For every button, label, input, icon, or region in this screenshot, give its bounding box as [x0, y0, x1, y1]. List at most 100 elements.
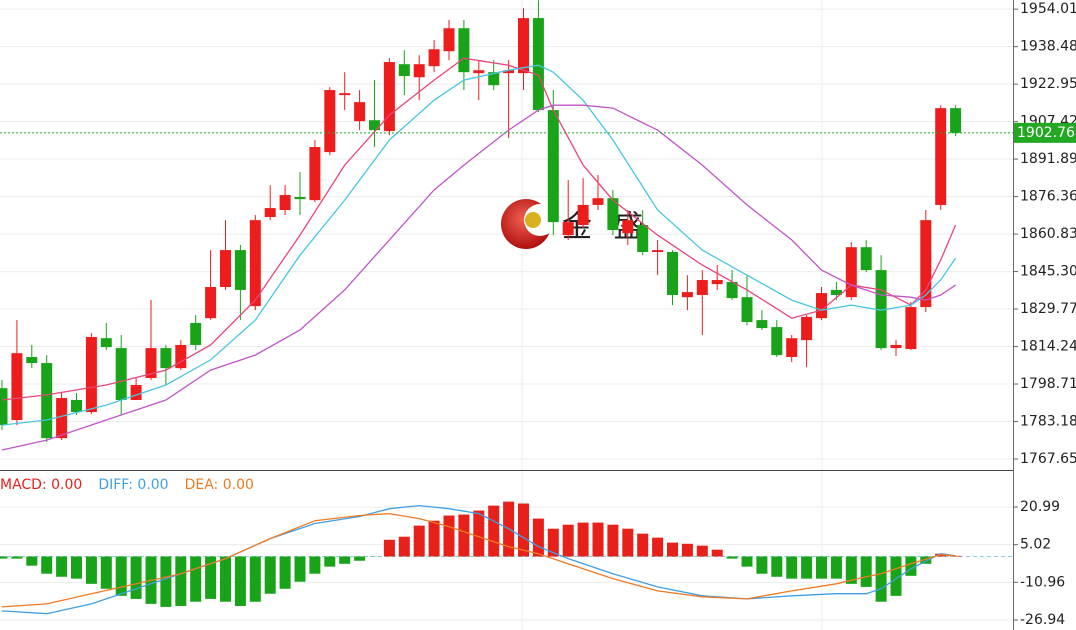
candle-body — [458, 28, 470, 73]
y-tick-label: 1876.36 — [1020, 189, 1076, 205]
y-tick-label: 20.99 — [1020, 499, 1060, 515]
candle-body — [905, 307, 917, 350]
histogram-bar — [354, 556, 366, 561]
histogram-bar — [41, 556, 53, 574]
candle-body — [860, 247, 872, 271]
histogram-bar — [652, 537, 664, 557]
histogram-bar — [547, 528, 559, 557]
moving-average-line — [1, 104, 956, 451]
histogram-bar — [100, 556, 112, 589]
candle-body — [532, 18, 544, 111]
histogram-bar — [473, 510, 485, 557]
y-tick-label: 1922.95 — [1020, 76, 1076, 92]
candle-body — [771, 327, 783, 356]
y-tick-label: 1891.89 — [1020, 151, 1076, 167]
histogram-bar — [175, 556, 187, 606]
candle-body — [875, 270, 887, 349]
histogram-bar — [294, 556, 306, 582]
candle-body — [488, 72, 500, 86]
histogram-bar — [220, 556, 231, 602]
histogram-bar — [711, 549, 723, 557]
histogram-bar — [830, 556, 842, 579]
histogram-bar — [786, 556, 798, 579]
candle-body — [756, 320, 768, 329]
candle-body — [0, 388, 8, 426]
logo — [525, 212, 541, 228]
y-tick-label: 1814.24 — [1020, 339, 1076, 355]
candle-body — [667, 252, 678, 295]
histogram-bar — [801, 556, 813, 579]
candle-body — [577, 204, 589, 225]
legend-entry: DEA: 0.00 — [185, 477, 254, 493]
candle-body — [220, 250, 231, 288]
histogram-bar — [115, 556, 127, 596]
candle-body — [100, 338, 112, 348]
histogram-bar — [816, 556, 827, 579]
histogram-bar — [458, 514, 470, 557]
candle-body — [56, 398, 68, 439]
indicator-line — [1, 512, 956, 608]
candle-body — [473, 70, 485, 74]
candle-body — [726, 281, 738, 299]
histogram-bar — [771, 556, 783, 577]
histogram-bar — [890, 556, 902, 596]
candle-body — [71, 399, 82, 413]
candle-body — [816, 293, 827, 319]
histogram-bar — [339, 556, 351, 564]
histogram-bar — [607, 524, 619, 557]
candle-body — [652, 250, 664, 253]
histogram-bar — [518, 503, 529, 557]
candle-body — [11, 353, 23, 421]
y-tick-label: 5.02 — [1020, 537, 1051, 553]
histogram-bar — [875, 556, 887, 602]
histogram-bar — [696, 545, 708, 557]
y-tick-label: 1938.48 — [1020, 39, 1076, 55]
candle-body — [547, 110, 559, 223]
candle-body — [145, 348, 157, 379]
histogram-bar — [234, 556, 246, 606]
candle-body — [160, 348, 172, 369]
candle-body — [562, 222, 574, 236]
histogram-bar — [324, 556, 336, 567]
candle-body — [324, 90, 336, 153]
histogram-bar — [160, 556, 172, 607]
histogram-bar — [279, 556, 291, 589]
candle-body — [413, 64, 425, 78]
y-tick-label: -10.96 — [1020, 574, 1065, 590]
histogram-bar — [681, 543, 693, 557]
candle-body — [41, 363, 53, 439]
candle-body — [26, 357, 38, 364]
candle-body — [518, 18, 529, 74]
histogram-bar — [860, 556, 872, 587]
candle-body — [801, 316, 813, 341]
histogram-bar — [413, 525, 425, 557]
histogram-bar — [264, 556, 276, 594]
candle-body — [130, 385, 142, 400]
candle-body — [294, 196, 306, 200]
legend-entry: MACD: 0.00 — [0, 477, 82, 493]
histogram-bar — [398, 536, 410, 557]
histogram-bar — [249, 556, 261, 602]
y-tick-label: 1767.65 — [1020, 451, 1076, 467]
candle-body — [115, 348, 127, 400]
candle-body — [786, 338, 798, 358]
histogram-bar — [428, 520, 440, 557]
candle-body — [890, 344, 902, 349]
histogram-bar — [71, 556, 82, 579]
histogram-bar — [130, 556, 142, 599]
candle-body — [920, 220, 932, 308]
histogram-bar — [0, 556, 8, 559]
candle-body — [741, 297, 753, 323]
candle-body — [85, 336, 97, 413]
candle-body — [607, 198, 619, 231]
histogram-bar — [532, 518, 544, 557]
candle-body — [622, 220, 634, 234]
histogram-bar — [577, 522, 589, 557]
candle-body — [830, 289, 842, 295]
candle-body — [681, 292, 693, 298]
histogram-bar — [756, 556, 768, 574]
histogram-bar — [309, 556, 321, 574]
candle-body — [950, 108, 962, 133]
